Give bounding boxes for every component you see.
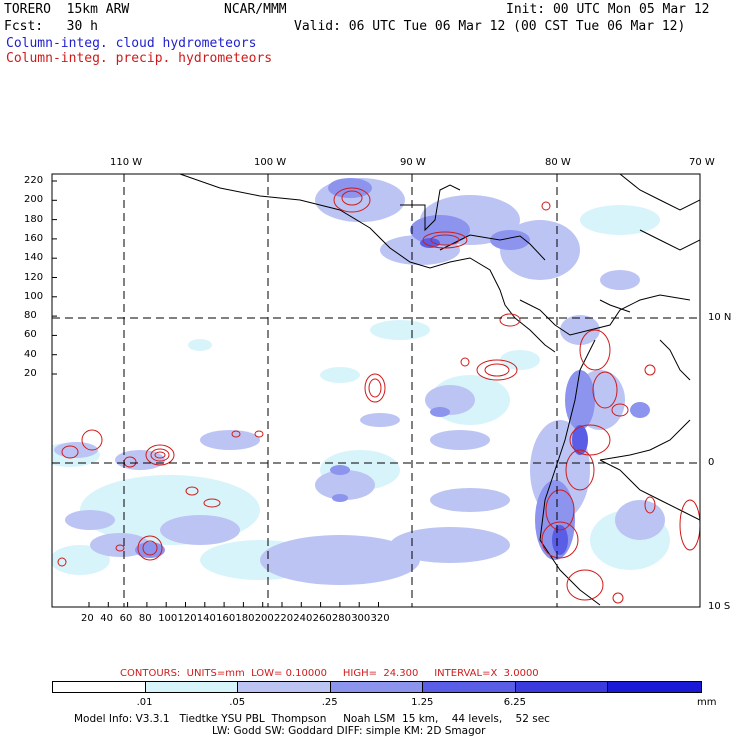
lat-label-10n: 10 N bbox=[708, 312, 732, 323]
field-cloud-label: Column-integ. cloud hydrometeors bbox=[6, 36, 257, 51]
x-tick-label: 20 bbox=[81, 613, 94, 624]
field-precip-label: Column-integ. precip. hydrometeors bbox=[6, 51, 273, 66]
x-tick-label: 100 bbox=[158, 613, 178, 624]
legend-swatch bbox=[515, 682, 609, 692]
y-tick-label: 100 bbox=[24, 290, 44, 302]
forecast-hour: Fcst: 30 h bbox=[4, 19, 98, 34]
y-tick-label: 60 bbox=[24, 329, 37, 341]
legend-label: 6.25 bbox=[503, 697, 526, 708]
y-tick-label: 200 bbox=[24, 194, 44, 206]
lat-label-10s: 10 S bbox=[708, 601, 731, 612]
cloud-darker-areas bbox=[420, 238, 588, 555]
model-info-line1: Model Info: V3.3.1 Tiedtke YSU PBL Thomp… bbox=[74, 713, 550, 725]
legend-label: .01 bbox=[136, 697, 153, 708]
legend-swatch bbox=[608, 682, 701, 692]
y-tick-marks bbox=[52, 180, 57, 375]
x-tick-label: 120 bbox=[177, 613, 197, 624]
legend-swatch bbox=[238, 682, 331, 692]
y-tick-label: 180 bbox=[24, 213, 44, 225]
y-tick-label: 80 bbox=[24, 310, 37, 322]
x-tick-label: 140 bbox=[196, 613, 216, 624]
legend-swatch bbox=[145, 682, 239, 692]
x-tick-label: 60 bbox=[119, 613, 133, 624]
lon-label-70w: 70 W bbox=[689, 157, 715, 168]
legend-label: .25 bbox=[321, 697, 338, 708]
color-legend bbox=[52, 681, 702, 693]
init-time: Init: 00 UTC Mon 05 Mar 12 bbox=[506, 2, 710, 17]
lon-label-80w: 80 W bbox=[545, 157, 571, 168]
lat-label-0: 0 bbox=[708, 457, 715, 468]
lon-label-90w: 90 W bbox=[400, 157, 426, 168]
y-tick-label: 40 bbox=[24, 348, 37, 360]
x-tick-label: 280 bbox=[331, 613, 351, 624]
model-info-line2: LW: Godd SW: Goddard DIFF: simple KM: 2D… bbox=[212, 725, 486, 737]
x-tick-label: 40 bbox=[100, 613, 114, 624]
legend-swatch bbox=[330, 682, 424, 692]
x-tick-label: 240 bbox=[293, 613, 313, 624]
x-tick-label: 200 bbox=[254, 613, 274, 624]
legend-unit: mm bbox=[697, 697, 717, 708]
model-name: TORERO 15km ARW bbox=[4, 2, 130, 17]
x-tick-label: 300 bbox=[351, 613, 371, 624]
legend-swatch bbox=[423, 682, 516, 692]
legend-label: 1.25 bbox=[411, 697, 434, 708]
x-tick-label: 180 bbox=[235, 613, 255, 624]
coastlines bbox=[179, 174, 700, 606]
precip-contours bbox=[57, 187, 700, 604]
latlon-grid bbox=[52, 174, 700, 607]
legend-swatch bbox=[53, 682, 146, 692]
x-tick-label: 260 bbox=[312, 613, 332, 624]
x-tick-label: 160 bbox=[216, 613, 236, 624]
lon-label-100w: 100 W bbox=[254, 157, 287, 168]
y-tick-label: 120 bbox=[24, 271, 44, 283]
x-tick-marks bbox=[88, 602, 379, 607]
x-tick-label: 220 bbox=[274, 613, 294, 624]
legend-label: .05 bbox=[229, 697, 246, 708]
y-tick-label: 160 bbox=[24, 232, 44, 244]
y-tick-label: 140 bbox=[24, 252, 44, 264]
y-tick-label: 220 bbox=[24, 175, 44, 186]
valid-time: Valid: 06 UTC Tue 06 Mar 12 (00 CST Tue … bbox=[294, 19, 686, 34]
lon-label-110w: 110 W bbox=[110, 157, 143, 168]
organization: NCAR/MMM bbox=[224, 2, 287, 17]
x-tick-label: 320 bbox=[370, 613, 390, 624]
y-tick-label: 20 bbox=[24, 368, 37, 379]
contour-info: CONTOURS: UNITS=mm LOW= 0.10000 HIGH= 24… bbox=[120, 668, 539, 679]
plot-frame bbox=[51, 173, 701, 608]
x-tick-label: 80 bbox=[138, 613, 152, 624]
